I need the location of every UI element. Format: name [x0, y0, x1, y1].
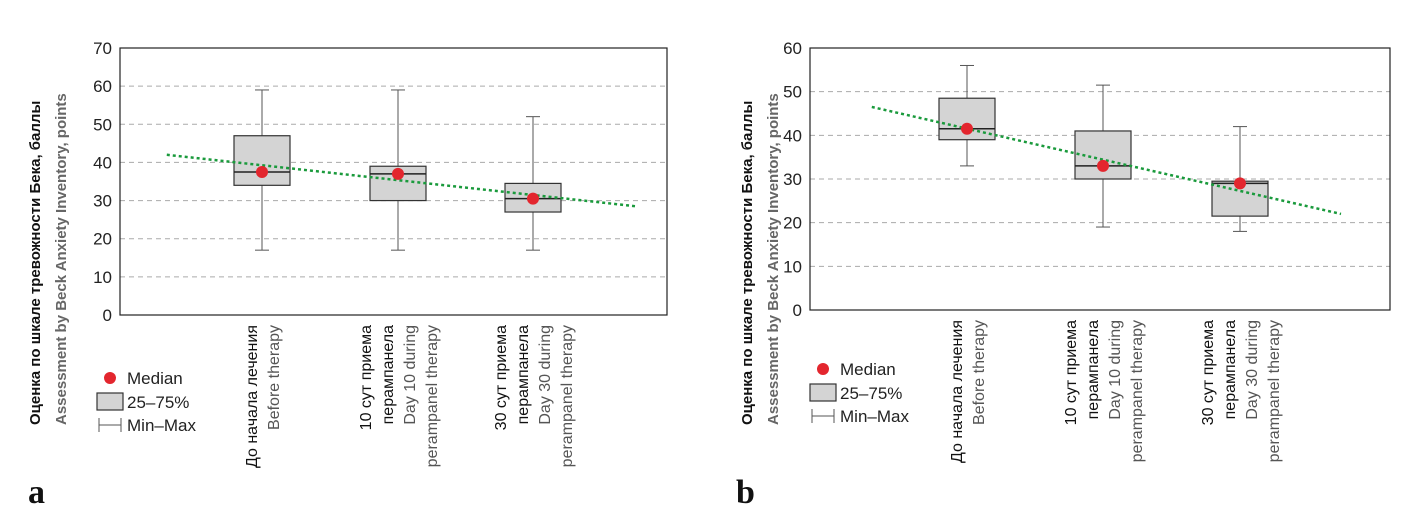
y-tick-label: 10 [783, 257, 802, 276]
y-tick-label: 0 [793, 301, 802, 320]
x-category-label: perampanel therapy [1266, 320, 1283, 462]
legend-box-label: 25–75% [840, 384, 902, 403]
x-category-label: перампанела [380, 325, 397, 424]
y-tick-label: 40 [783, 126, 802, 145]
y-axis-label-ru: Оценка по шкале тревожности Бека, баллы [739, 101, 756, 425]
y-tick-label: 0 [103, 306, 112, 325]
trend-line [166, 153, 637, 208]
x-category-label: 30 сут приема [493, 325, 510, 430]
panel-letter: a [28, 474, 45, 511]
y-tick-label: 50 [783, 83, 802, 102]
y-tick-label: 10 [93, 268, 112, 287]
x-category-label: перампанела [1222, 320, 1239, 419]
chart-panel-a: 0 10 20 30 40 50 60 70 До начала лечения Before t… [27, 39, 668, 511]
x-category-label: perampanel therapy [559, 325, 576, 467]
legend-box-label: 25–75% [127, 393, 189, 412]
x-category-label: перампанела [515, 325, 532, 424]
y-tick-label: 30 [93, 192, 112, 211]
median-point [392, 167, 404, 180]
x-category-label: До начала лечения [244, 325, 261, 468]
y-tick-label: 60 [783, 39, 802, 58]
x-category-label: Day 10 during [402, 325, 419, 425]
y-tick-label: 30 [783, 170, 802, 189]
plot-frame [809, 47, 1391, 311]
legend-whisker-label: Min–Max [127, 416, 196, 435]
chart-panel-b: 0 10 20 30 40 50 60 До начала лечения Before the… [736, 39, 1391, 511]
trend-line [871, 105, 1342, 216]
y-tick-label: 20 [93, 230, 112, 249]
legend-median-swatch [817, 363, 829, 375]
x-category-label: До начала лечения [949, 320, 966, 463]
y-axis-label-en: Assessment by Beck Anxiety Inventory, po… [765, 93, 782, 425]
x-category-label: 10 сут приема [1063, 320, 1080, 425]
y-tick-label: 60 [93, 77, 112, 96]
x-category-label: перампанела [1085, 320, 1102, 419]
median-point [256, 165, 268, 178]
x-category-label: 30 сут приема [1200, 320, 1217, 425]
legend-box-swatch [809, 383, 837, 402]
median-point [527, 192, 539, 205]
y-tick-label: 40 [93, 153, 112, 172]
legend-median-label: Median [840, 360, 896, 379]
legend-box-swatch [96, 392, 124, 411]
x-category-label: Before therapy [266, 325, 283, 430]
x-category-label: Day 10 during [1107, 320, 1124, 420]
y-tick-label: 50 [93, 115, 112, 134]
x-category-label: Day 30 during [1244, 320, 1261, 420]
y-tick-label: 70 [93, 39, 112, 58]
legend-median-swatch [104, 372, 116, 384]
median-point [1097, 159, 1109, 172]
y-axis-label-en: Assessment by Beck Anxiety Inventory, po… [53, 93, 70, 425]
legend-whisker-label: Min–Max [840, 407, 909, 426]
x-category-label: perampanel therapy [424, 325, 441, 467]
median-point [1234, 177, 1246, 190]
legend-median-label: Median [127, 369, 183, 388]
median-point [961, 122, 973, 135]
plot-frame [119, 47, 668, 316]
x-category-label: 10 сут приема [358, 325, 375, 430]
y-tick-label: 20 [783, 214, 802, 233]
x-category-label: Day 30 during [537, 325, 554, 425]
panel-letter: b [736, 474, 755, 511]
x-category-label: Before therapy [971, 320, 988, 425]
y-axis-label-ru: Оценка по шкале тревожности Бека, баллы [27, 101, 44, 425]
x-category-label: perampanel therapy [1129, 320, 1146, 462]
